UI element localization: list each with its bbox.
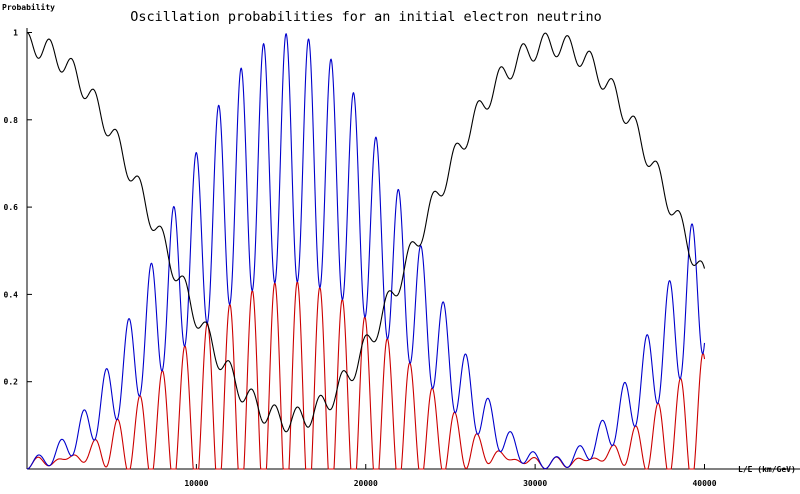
y-tick-label-3: 0.8 — [4, 116, 19, 125]
series-layer — [26, 31, 706, 470]
x-ticks: 10000 20000 30000 40000 — [184, 464, 717, 488]
x-tick-label-1: 20000 — [354, 479, 378, 488]
series-line-1 — [26, 33, 706, 470]
y-tick-label-4: 1 — [13, 29, 18, 38]
chart-title: Oscillation probabilities for an initial… — [130, 9, 601, 25]
x-tick-label-2: 30000 — [523, 479, 547, 488]
series-line-0 — [26, 31, 706, 433]
series-line-2 — [26, 281, 706, 470]
y-tick-label-1: 0.4 — [4, 290, 19, 299]
y-tick-label-2: 0.6 — [4, 203, 19, 212]
y-ticks: 0.2 0.4 0.6 0.8 1 — [4, 29, 32, 387]
y-axis-label: Probability — [2, 2, 55, 12]
x-tick-label-3: 40000 — [692, 479, 716, 488]
y-tick-label-0: 0.2 — [4, 378, 19, 387]
x-tick-label-0: 10000 — [184, 479, 208, 488]
